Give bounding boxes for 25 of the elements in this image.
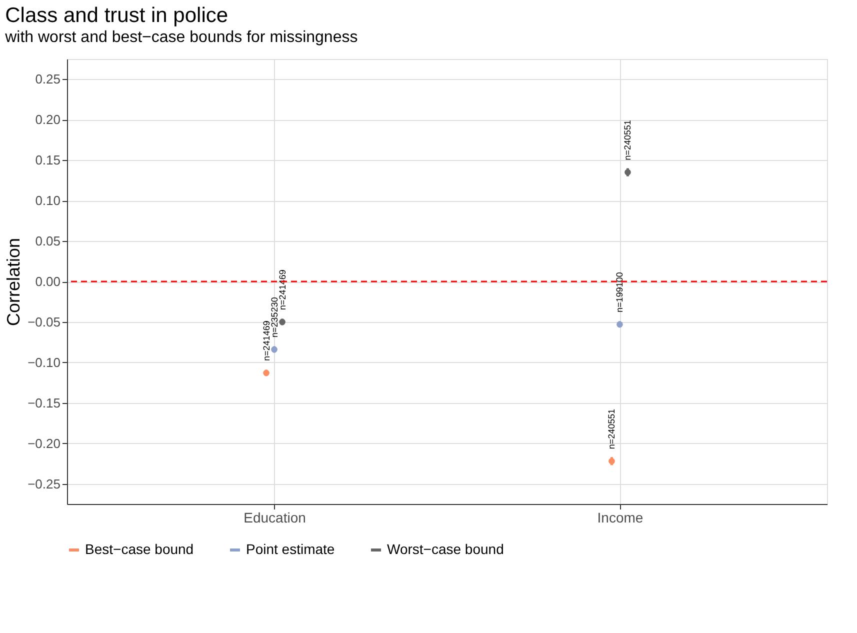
annotation: n=199100 — [614, 272, 625, 312]
annotation: n=240551 — [606, 408, 617, 450]
chart-title: Class and trust in police — [5, 4, 228, 27]
x-tick-label: Income — [597, 510, 644, 526]
y-tick-label: −0.05 — [28, 314, 60, 330]
y-tick-label: −0.10 — [28, 354, 60, 370]
y-axis-title: Correlation — [4, 238, 24, 326]
x-tick-label: Education — [244, 510, 306, 526]
legend-label: Worst−case bound — [387, 541, 504, 557]
y-tick-label: 0.05 — [35, 234, 60, 249]
chart-subtitle: with worst and best−case bounds for missingness — [4, 29, 358, 46]
y-tick-label: 0.15 — [35, 152, 60, 168]
annotation: n=241469 — [261, 320, 272, 361]
y-tick-label: −0.20 — [28, 436, 60, 451]
y-tick-label: 0.10 — [35, 193, 60, 208]
y-tick-label: 0.00 — [35, 274, 60, 289]
y-tick-label: −0.15 — [28, 395, 60, 410]
y-tick-label: −0.25 — [28, 476, 60, 492]
annotation: n=240551 — [622, 120, 633, 160]
annotation: n=235230 — [269, 297, 280, 338]
legend-label: Point estimate — [246, 541, 335, 557]
legend-label: Best−case bound — [85, 541, 194, 557]
y-tick-label: 0.20 — [35, 112, 60, 128]
annotation: n=241469 — [277, 270, 288, 310]
y-tick-label: 0.25 — [35, 72, 60, 87]
